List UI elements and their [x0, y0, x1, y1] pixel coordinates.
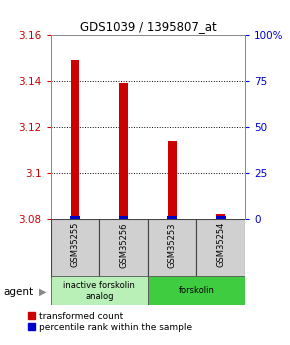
- Bar: [216, 216, 226, 219]
- Bar: [148, 276, 245, 305]
- Text: GSM35253: GSM35253: [168, 222, 177, 267]
- Bar: [168, 141, 177, 219]
- Bar: [51, 276, 148, 305]
- Bar: [119, 83, 128, 219]
- Title: GDS1039 / 1395807_at: GDS1039 / 1395807_at: [79, 20, 216, 33]
- Text: GSM35254: GSM35254: [216, 222, 225, 267]
- Bar: [51, 219, 99, 278]
- Bar: [216, 215, 225, 219]
- Bar: [148, 219, 196, 278]
- Text: ▶: ▶: [39, 287, 46, 296]
- Text: forskolin: forskolin: [179, 286, 214, 295]
- Bar: [119, 216, 128, 219]
- Bar: [167, 216, 177, 219]
- Legend: transformed count, percentile rank within the sample: transformed count, percentile rank withi…: [28, 312, 192, 332]
- Bar: [99, 219, 148, 278]
- Text: GSM35255: GSM35255: [70, 222, 79, 267]
- Text: GSM35256: GSM35256: [119, 222, 128, 267]
- Text: inactive forskolin
analog: inactive forskolin analog: [64, 280, 135, 301]
- Bar: [197, 219, 245, 278]
- Text: agent: agent: [3, 287, 33, 296]
- Bar: [70, 216, 80, 219]
- Bar: [71, 60, 79, 219]
